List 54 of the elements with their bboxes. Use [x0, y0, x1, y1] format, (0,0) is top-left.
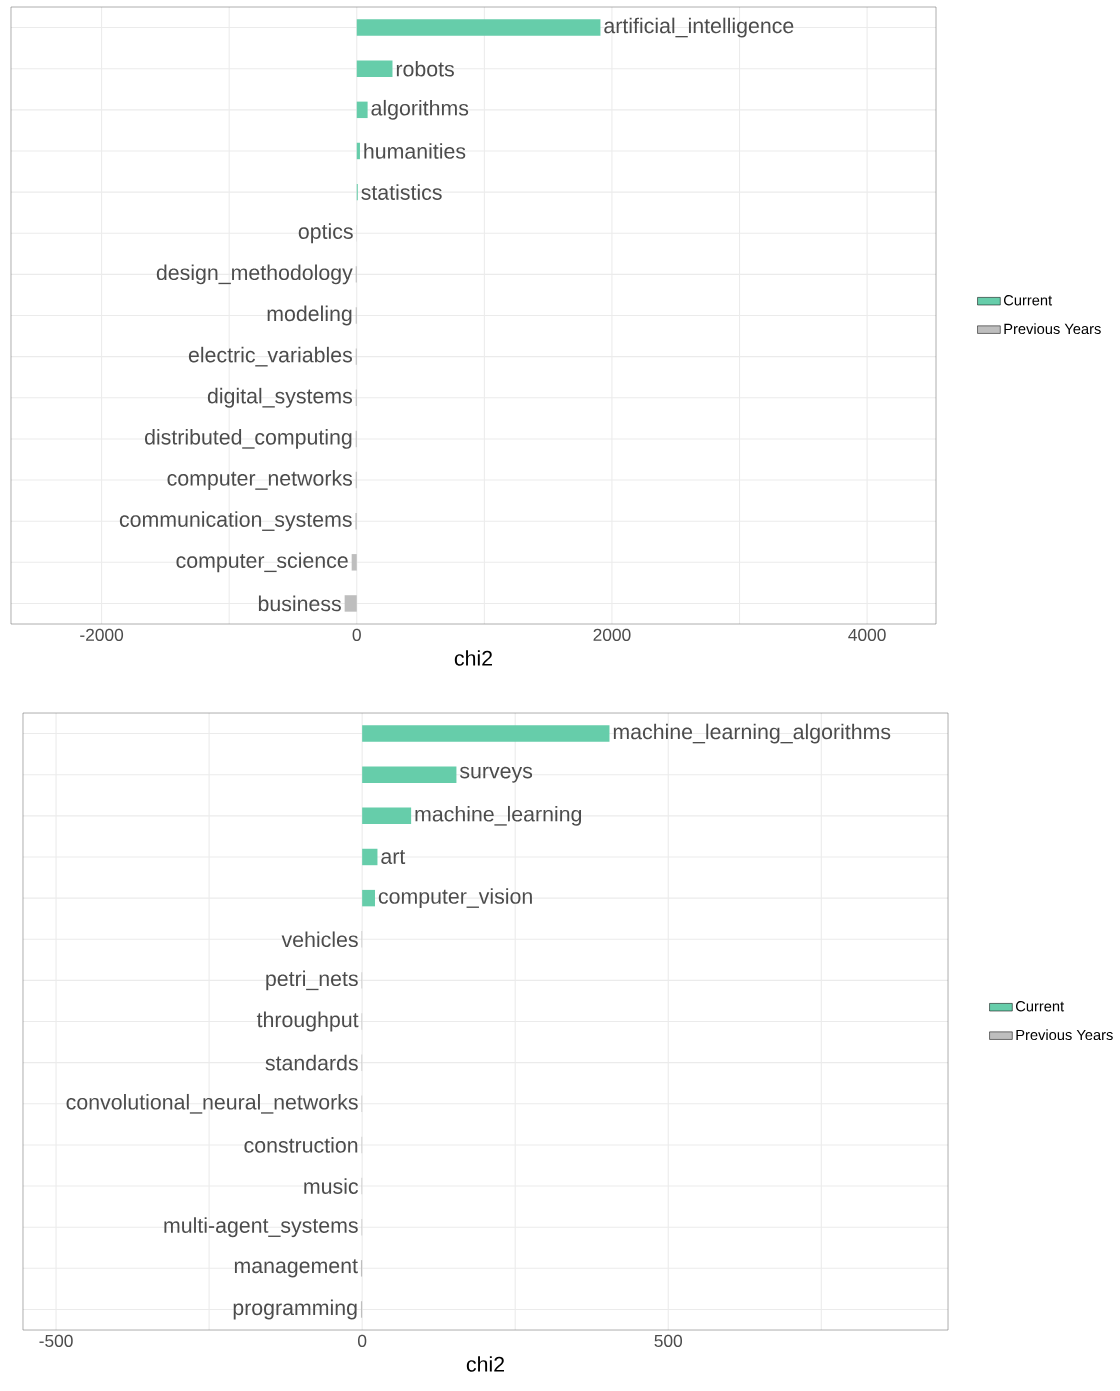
category-label: business: [258, 595, 341, 612]
category-label: petri_nets: [266, 970, 358, 991]
bar: [356, 60, 393, 77]
legend-label: Current: [1003, 295, 1053, 306]
category-label: music: [304, 1178, 359, 1194]
x-tick-label: -500: [39, 1334, 73, 1348]
category-label: surveys: [459, 766, 533, 783]
category-label: communication_systems: [119, 511, 352, 532]
category-label: algorithms: [371, 99, 469, 120]
category-label: machine_learning: [415, 805, 582, 826]
x-tick-label: 0: [352, 628, 361, 641]
category-label: humanities: [364, 143, 466, 159]
category-label: electric_variables: [188, 346, 352, 367]
category-label: design_methodology: [156, 264, 353, 285]
category-label: statistics: [361, 184, 442, 200]
category-label: modeling: [267, 305, 352, 326]
category-label: artificial_intelligence: [604, 17, 794, 38]
category-label: computer_vision: [378, 888, 532, 909]
x-axis-title: chi2: [454, 650, 492, 666]
bar: [356, 142, 360, 160]
x-tick-label: 500: [654, 1334, 683, 1348]
legend-label: Current: [1016, 1001, 1065, 1012]
category-label: construction: [244, 1137, 358, 1153]
bar: [356, 19, 601, 36]
bar: [362, 889, 376, 907]
bar: [362, 807, 412, 825]
bar: [362, 766, 457, 783]
x-tick-label: 0: [358, 1334, 367, 1348]
category-label: art: [381, 850, 406, 864]
x-tick-label: -2000: [80, 628, 124, 641]
category-label: management: [234, 1259, 358, 1278]
category-label: vehicles: [281, 931, 358, 948]
x-tick-label: 4000: [848, 628, 886, 641]
category-label: throughput: [256, 1011, 359, 1032]
category-label: multi-agent_systems: [164, 1217, 358, 1238]
category-label: machine_learning_algorithms: [613, 723, 891, 744]
bar: [362, 848, 378, 866]
category-label: optics: [298, 223, 353, 244]
category-label: computer_science: [176, 552, 348, 573]
x-axis-title: chi2: [466, 1356, 504, 1372]
category-label: robots: [396, 60, 454, 77]
legend-label: Previous Years: [1016, 1029, 1113, 1041]
legend-label: Previous Years: [1004, 323, 1101, 335]
bar: [362, 725, 610, 742]
category-label: convolutional_neural_networks: [66, 1093, 358, 1114]
bar: [351, 554, 357, 571]
x-tick-label: 2000: [593, 628, 631, 641]
bar: [344, 595, 357, 612]
bar: [356, 101, 368, 119]
category-label: standards: [265, 1054, 358, 1071]
category-label: distributed_computing: [144, 428, 352, 449]
category-label: computer_networks: [167, 470, 353, 490]
category-label: digital_systems: [207, 387, 353, 408]
category-label: programming: [233, 1299, 357, 1320]
